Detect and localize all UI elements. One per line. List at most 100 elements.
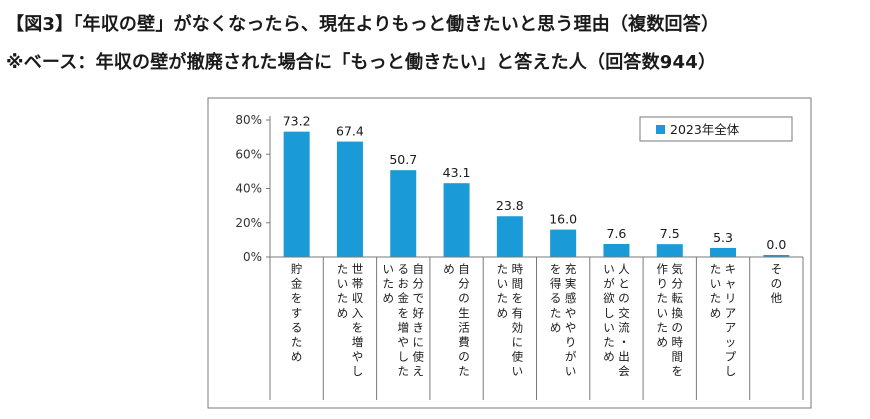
category-char: き [413, 320, 425, 334]
y-tick-label: 0% [243, 250, 262, 264]
category-char: ア [725, 306, 737, 320]
category-char: 間 [512, 277, 524, 291]
category-char: め [657, 335, 669, 349]
category-char: り [565, 335, 577, 349]
category-char: の [672, 320, 684, 334]
page-subtitle: ※ベース：年収の壁が撤廃された場合に「もっと働きたい」と答えた人（回答数944） [6, 52, 717, 73]
category-char: 人 [618, 262, 630, 276]
category-char: プ [725, 350, 737, 364]
category-char: 間 [672, 350, 684, 364]
category-char: 作 [657, 262, 669, 276]
bar [550, 229, 577, 257]
category-char: 流 [618, 320, 630, 334]
category-char: た [657, 320, 669, 334]
bar [656, 244, 683, 257]
category-char: 出 [618, 350, 630, 364]
category-char: の [618, 291, 630, 305]
category-char: や [352, 350, 364, 364]
category-char: た [398, 364, 410, 378]
category-char: と [618, 277, 630, 291]
category-char: た [291, 335, 303, 349]
category-char: の [458, 350, 470, 364]
chart-frame [207, 97, 812, 409]
legend-swatch [656, 125, 665, 134]
category-char: 金 [398, 291, 410, 305]
category-char: い [710, 277, 722, 291]
category-char: 使 [413, 350, 425, 364]
bar [763, 255, 790, 257]
category-char: や [565, 320, 577, 334]
bar [603, 243, 630, 257]
category-char: し [603, 306, 615, 320]
category-char: の [771, 277, 783, 291]
category-char: を [672, 364, 684, 378]
category-char: 分 [458, 277, 470, 291]
category-char: に [413, 335, 425, 349]
category-char: い [657, 306, 669, 320]
data-label: 73.2 [283, 114, 311, 129]
category-char: た [550, 306, 562, 320]
category-char: め [383, 291, 395, 305]
category-char: キ [725, 262, 737, 276]
category-char: 実 [565, 277, 577, 291]
category-char: 入 [352, 306, 364, 320]
category-char: を [550, 262, 562, 276]
category-label: その他 [771, 262, 783, 305]
y-tick-label: 80% [235, 113, 262, 127]
category-char: め [337, 306, 349, 320]
bar [336, 141, 363, 257]
category-char: 欲 [603, 291, 615, 305]
category-char: す [291, 306, 303, 320]
category-char: た [497, 262, 509, 276]
category-char: 活 [458, 320, 470, 334]
category-char: 金 [291, 277, 303, 291]
category-char: い [603, 320, 615, 334]
category-char: 有 [512, 306, 524, 320]
category-char: い [565, 364, 577, 378]
legend: 2023年全体 [639, 116, 793, 142]
category-char: 生 [458, 306, 470, 320]
category-char: ャ [725, 277, 737, 291]
category-char: を [291, 291, 303, 305]
category-char: 交 [618, 306, 630, 320]
category-char: め [291, 350, 303, 364]
category-char: 気 [672, 262, 684, 276]
category-char: め [710, 306, 722, 320]
category-char: 効 [512, 320, 524, 334]
category-char: リ [725, 291, 737, 305]
category-char: 転 [672, 291, 684, 305]
category-char: た [458, 364, 470, 378]
category-char: 増 [352, 335, 364, 349]
category-char: 感 [565, 291, 577, 305]
category-char: 分 [672, 277, 684, 291]
category-char: や [565, 306, 577, 320]
category-char: た [337, 262, 349, 276]
category-char: た [710, 262, 722, 276]
data-label: 5.3 [713, 230, 733, 245]
category-char: を [512, 291, 524, 305]
category-char: そ [771, 262, 783, 276]
category-char: 得 [550, 277, 562, 291]
category-char: 収 [352, 291, 364, 305]
legend-box [639, 116, 793, 142]
bar [283, 131, 310, 257]
category-char: い [337, 277, 349, 291]
data-label: 7.5 [660, 226, 680, 241]
category-char: し [352, 364, 364, 378]
data-label: 7.6 [607, 226, 627, 241]
category-char: 好 [413, 306, 425, 320]
category-char: り [657, 277, 669, 291]
category-char: し [725, 364, 737, 378]
category-char: る [291, 320, 303, 334]
category-char: い [512, 364, 524, 378]
category-char: い [497, 277, 509, 291]
category-char: 使 [512, 350, 524, 364]
category-char: る [398, 262, 410, 276]
